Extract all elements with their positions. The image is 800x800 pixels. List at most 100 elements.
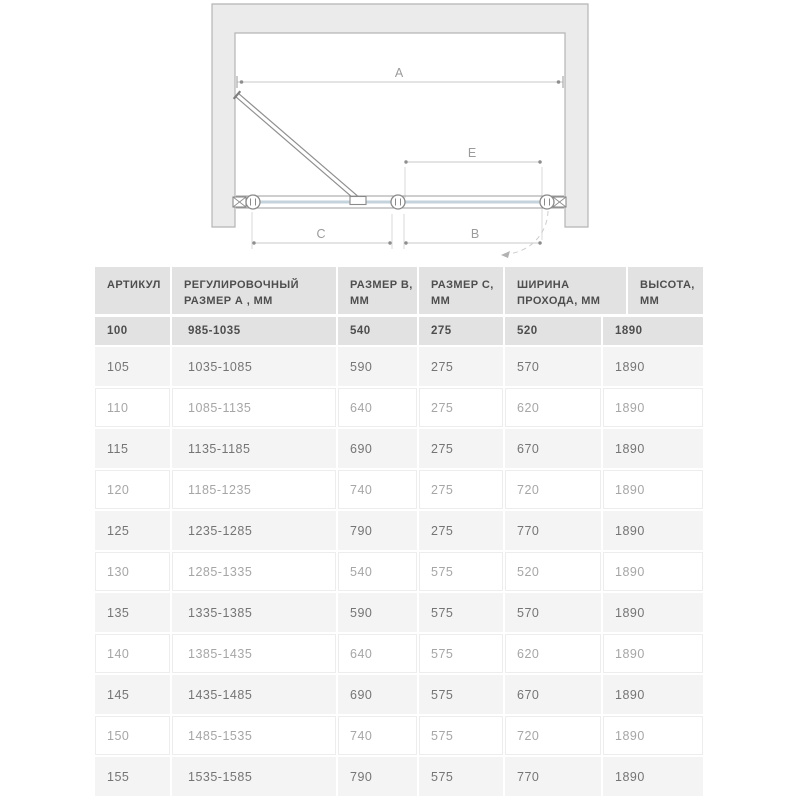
table-row: 105 1035-1085 590 275 570 1890 <box>95 347 706 386</box>
cell-razmer-b: 540 <box>338 552 417 591</box>
cell-vysota: 1890 <box>603 429 703 468</box>
cell-razmer-b: 540 <box>338 317 417 345</box>
cell-razmer-c: 575 <box>419 634 503 673</box>
cell-vysota: 1890 <box>603 593 703 632</box>
cell-razmer-c: 275 <box>419 317 503 345</box>
cell-razmer-a: 1435-1485 <box>172 675 336 714</box>
cell-artikul: 100 <box>95 317 170 345</box>
cell-razmer-c: 575 <box>419 716 503 755</box>
cell-shirina-prohoda: 770 <box>505 511 601 550</box>
cell-razmer-a: 1535-1585 <box>172 757 336 796</box>
size-table-body: 100 985-1035 540 275 520 1890 105 1035-1… <box>95 317 706 796</box>
cell-shirina-prohoda: 620 <box>505 634 601 673</box>
dimension-line-c: C <box>252 227 392 245</box>
cell-razmer-a: 1335-1385 <box>172 593 336 632</box>
cell-razmer-a: 1135-1185 <box>172 429 336 468</box>
cell-vysota: 1890 <box>603 317 703 345</box>
wall-outline <box>211 3 589 228</box>
col-header-razmer-b: РАЗМЕР В, ММ <box>338 267 417 314</box>
arc-arrowhead <box>501 251 510 258</box>
cell-artikul: 155 <box>95 757 170 796</box>
left-wall-bracket <box>232 196 247 208</box>
cell-artikul: 145 <box>95 675 170 714</box>
cell-razmer-b: 740 <box>338 470 417 509</box>
col-header-razmer-a: РЕГУЛИРОВОЧНЫЙ РАЗМЕР А , ММ <box>172 267 336 314</box>
dimension-line-e: E <box>404 146 542 164</box>
cell-artikul: 120 <box>95 470 170 509</box>
cell-razmer-c: 275 <box>419 429 503 468</box>
cell-vysota: 1890 <box>603 552 703 591</box>
table-row: 125 1235-1285 790 275 770 1890 <box>95 511 706 550</box>
cell-shirina-prohoda: 520 <box>505 317 601 345</box>
dim-label-a: A <box>395 66 404 80</box>
cell-razmer-c: 275 <box>419 470 503 509</box>
cell-vysota: 1890 <box>603 388 703 427</box>
cell-razmer-b: 590 <box>338 347 417 386</box>
cell-vysota: 1890 <box>603 634 703 673</box>
cell-razmer-b: 590 <box>338 593 417 632</box>
table-row: 155 1535-1585 790 575 770 1890 <box>95 757 706 796</box>
cell-shirina-prohoda: 670 <box>505 675 601 714</box>
dimension-line-a: A <box>236 66 564 88</box>
col-header-shirina-prohoda: ШИРИНА ПРОХОДА, ММ <box>505 267 626 314</box>
table-row: 150 1485-1535 740 575 720 1890 <box>95 716 706 755</box>
table-row: 135 1335-1385 590 575 570 1890 <box>95 593 706 632</box>
roller-wheel-middle <box>390 194 406 210</box>
roller-wheel-left <box>245 194 261 210</box>
right-wall-bracket <box>552 196 567 208</box>
table-row: 140 1385-1435 640 575 620 1890 <box>95 634 706 673</box>
cell-artikul: 115 <box>95 429 170 468</box>
cell-shirina-prohoda: 570 <box>505 347 601 386</box>
cell-artikul: 110 <box>95 388 170 427</box>
cell-razmer-b: 690 <box>338 429 417 468</box>
cell-razmer-a: 1035-1085 <box>172 347 336 386</box>
dim-label-b: B <box>471 227 479 241</box>
cell-razmer-a: 985-1035 <box>172 317 336 345</box>
cell-razmer-c: 575 <box>419 552 503 591</box>
cell-artikul: 140 <box>95 634 170 673</box>
table-row: 100 985-1035 540 275 520 1890 <box>95 317 706 345</box>
col-header-artikul: АРТИКУЛ <box>95 267 170 314</box>
cell-shirina-prohoda: 520 <box>505 552 601 591</box>
cell-razmer-a: 1285-1335 <box>172 552 336 591</box>
cell-shirina-prohoda: 720 <box>505 716 601 755</box>
size-table-header: АРТИКУЛ РЕГУЛИРОВОЧНЫЙ РАЗМЕР А , ММ РАЗ… <box>95 267 706 314</box>
cell-razmer-c: 575 <box>419 675 503 714</box>
cell-vysota: 1890 <box>603 716 703 755</box>
cell-vysota: 1890 <box>603 511 703 550</box>
cell-shirina-prohoda: 670 <box>505 429 601 468</box>
cell-artikul: 135 <box>95 593 170 632</box>
cell-artikul: 125 <box>95 511 170 550</box>
col-header-vysota: ВЫСОТА, ММ <box>628 267 703 314</box>
cell-razmer-b: 640 <box>338 634 417 673</box>
dim-label-c: C <box>316 227 325 241</box>
cell-vysota: 1890 <box>603 470 703 509</box>
cell-razmer-b: 790 <box>338 511 417 550</box>
cell-artikul: 130 <box>95 552 170 591</box>
col-header-razmer-c: РАЗМЕР С, ММ <box>419 267 503 314</box>
table-row: 145 1435-1485 690 575 670 1890 <box>95 675 706 714</box>
cell-artikul: 150 <box>95 716 170 755</box>
cell-shirina-prohoda: 720 <box>505 470 601 509</box>
table-row: 120 1185-1235 740 275 720 1890 <box>95 470 706 509</box>
cell-razmer-b: 640 <box>338 388 417 427</box>
cell-shirina-prohoda: 570 <box>505 593 601 632</box>
cell-razmer-b: 740 <box>338 716 417 755</box>
shower-door-diagram: A E C B <box>0 0 800 262</box>
table-row: 115 1135-1185 690 275 670 1890 <box>95 429 706 468</box>
cell-razmer-a: 1185-1235 <box>172 470 336 509</box>
cell-razmer-a: 1385-1435 <box>172 634 336 673</box>
table-row: 130 1285-1335 540 575 520 1890 <box>95 552 706 591</box>
door-bottom-guide <box>349 195 367 206</box>
cell-razmer-c: 575 <box>419 757 503 796</box>
cell-razmer-c: 275 <box>419 347 503 386</box>
diagram-canvas: A E C B <box>211 3 589 258</box>
cell-vysota: 1890 <box>603 757 703 796</box>
dimension-line-b: B <box>404 227 542 245</box>
dim-label-e: E <box>468 146 476 160</box>
cell-vysota: 1890 <box>603 347 703 386</box>
roller-wheel-right <box>539 194 555 210</box>
door-hinge-mark <box>232 90 242 100</box>
cell-razmer-a: 1235-1285 <box>172 511 336 550</box>
cell-razmer-c: 575 <box>419 593 503 632</box>
